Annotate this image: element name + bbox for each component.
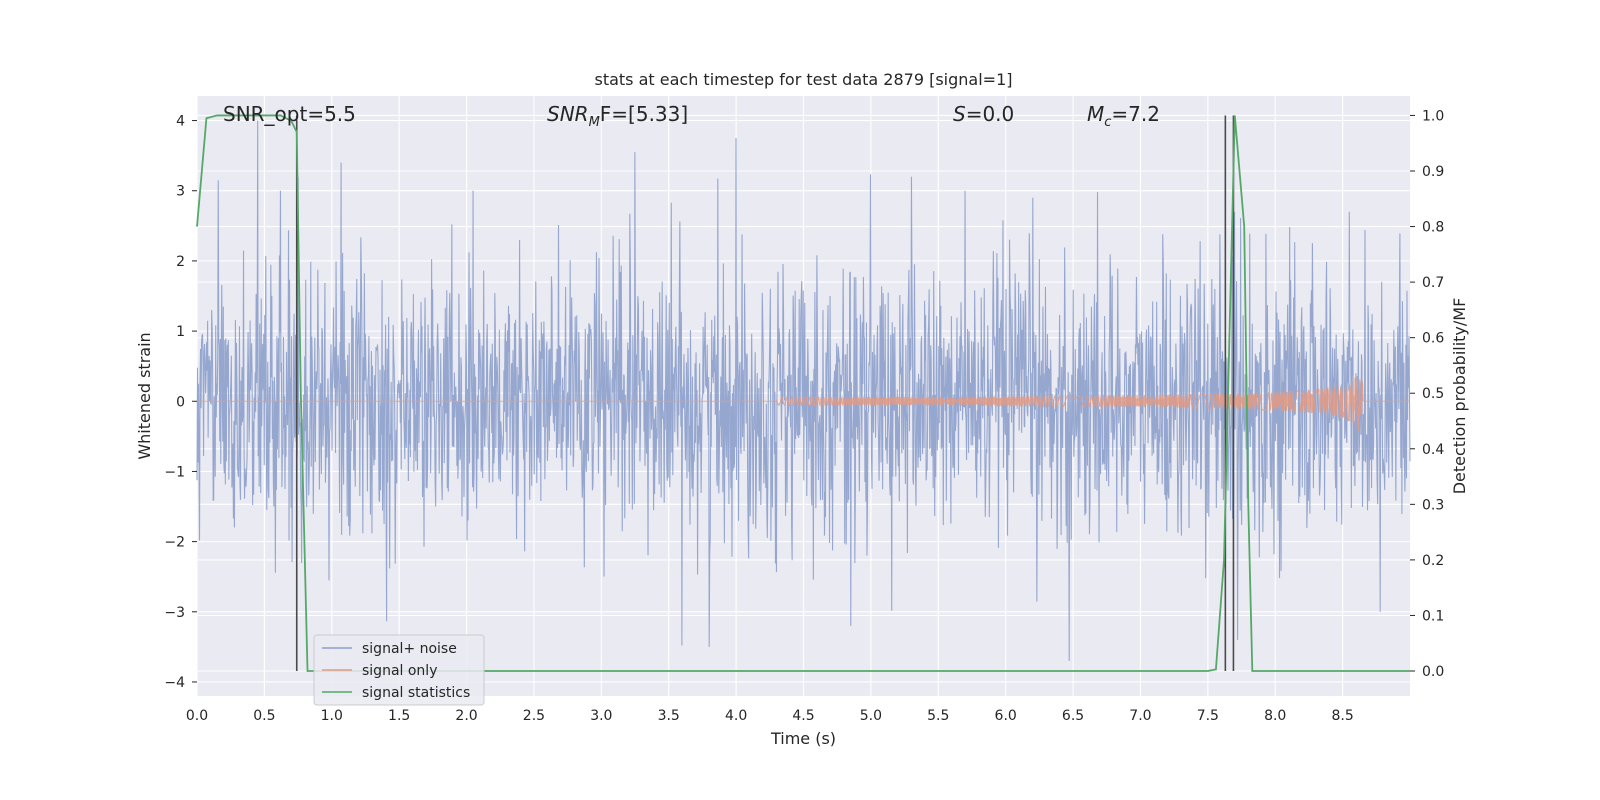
x-tick-label: 7.5 [1197,708,1219,724]
legend-label-signal-only: signal only [362,663,437,679]
y-right-tick-label: 1.0 [1422,108,1444,124]
x-axis-ticks: 0.0 0.5 1.0 1.5 2.0 2.5 3.0 3.5 4.0 4.5 5.0 5.5 6.0 6… [186,708,1354,724]
signal-noise-line [196,120,1411,661]
y-tick-label: 4 [176,114,185,130]
x-tick-label: 1.0 [321,708,343,724]
legend-label-signal-statistics: signal statistics [362,685,470,701]
annotation-chirp-mass: Mc=7.2 [1087,102,1160,130]
chart-title: stats at each timestep for test data 287… [594,70,1012,89]
x-tick-label: 6.0 [995,708,1017,724]
y-tick-label: −1 [164,464,185,480]
annotation-s-stat: S=0.0 [953,102,1014,126]
annotations: SNR_opt=5.5 SNRMF=[5.33] S=0.0 Mc=7.2 [223,102,1160,130]
x-tick-label: 5.5 [927,708,949,724]
x-tick-label: 1.5 [388,708,410,724]
signal-statistics-line [196,114,1410,672]
annotation-snr-mf: SNRMF=[5.33] [547,102,688,130]
y-tick-label: −3 [164,605,185,621]
series-signal-only [197,376,1410,432]
x-tick-label: 2.0 [455,708,477,724]
signal-only-line [197,376,1410,432]
x-tick-label: 8.0 [1264,708,1286,724]
y-right-tick-label: 0.2 [1422,553,1444,569]
legend: signal+ noise signal only signal statist… [313,634,485,706]
x-tick-label: 0.0 [186,708,208,724]
x-tick-label: 3.5 [658,708,680,724]
y-right-tick-label: 0.3 [1422,497,1444,513]
x-tick-label: 6.5 [1062,708,1084,724]
x-tick-label: 2.5 [523,708,545,724]
x-tick-label: 5.0 [860,708,882,724]
y-axis-right-ticks: 0.0 0.1 0.2 0.3 0.4 0.5 0.6 0.7 0.8 0.9 1.0 [1410,108,1444,680]
y-right-tick-label: 0.0 [1422,664,1444,680]
x-tick-label: 8.5 [1331,708,1353,724]
y-right-tick-label: 0.5 [1422,386,1444,402]
y-tick-label: 0 [176,394,185,410]
y-right-tick-label: 0.8 [1422,220,1444,236]
y-tick-label: 3 [176,184,185,200]
x-tick-label: 4.0 [725,708,747,724]
y-right-tick-label: 0.1 [1422,608,1444,624]
y-right-tick-label: 0.6 [1422,331,1444,347]
y-right-tick-label: 0.9 [1422,164,1444,180]
y-right-tick-label: 0.7 [1422,275,1444,291]
y-tick-label: 2 [176,254,185,270]
y-axis-right-label: Detection probability/MF [1450,298,1469,495]
x-tick-label: 3.0 [590,708,612,724]
y-tick-label: 1 [176,324,185,340]
x-axis-label: Time (s) [770,729,836,748]
series-signal-statistics [196,114,1410,672]
x-tick-label: 7.0 [1129,708,1151,724]
y-tick-label: −2 [164,535,185,551]
y-right-tick-label: 0.4 [1422,442,1444,458]
y-axis-left-ticks: −4 −3 −2 −1 0 1 2 3 4 [164,114,197,691]
legend-box [313,634,485,706]
annotation-snr-opt: SNR_opt=5.5 [223,102,356,126]
x-tick-label: 4.5 [792,708,814,724]
y-tick-label: −4 [164,675,185,691]
legend-label-signal-noise: signal+ noise [362,641,457,657]
x-tick-label: 0.5 [253,708,275,724]
series-signal-noise [196,120,1411,661]
y-axis-label: Whitened strain [135,332,154,459]
